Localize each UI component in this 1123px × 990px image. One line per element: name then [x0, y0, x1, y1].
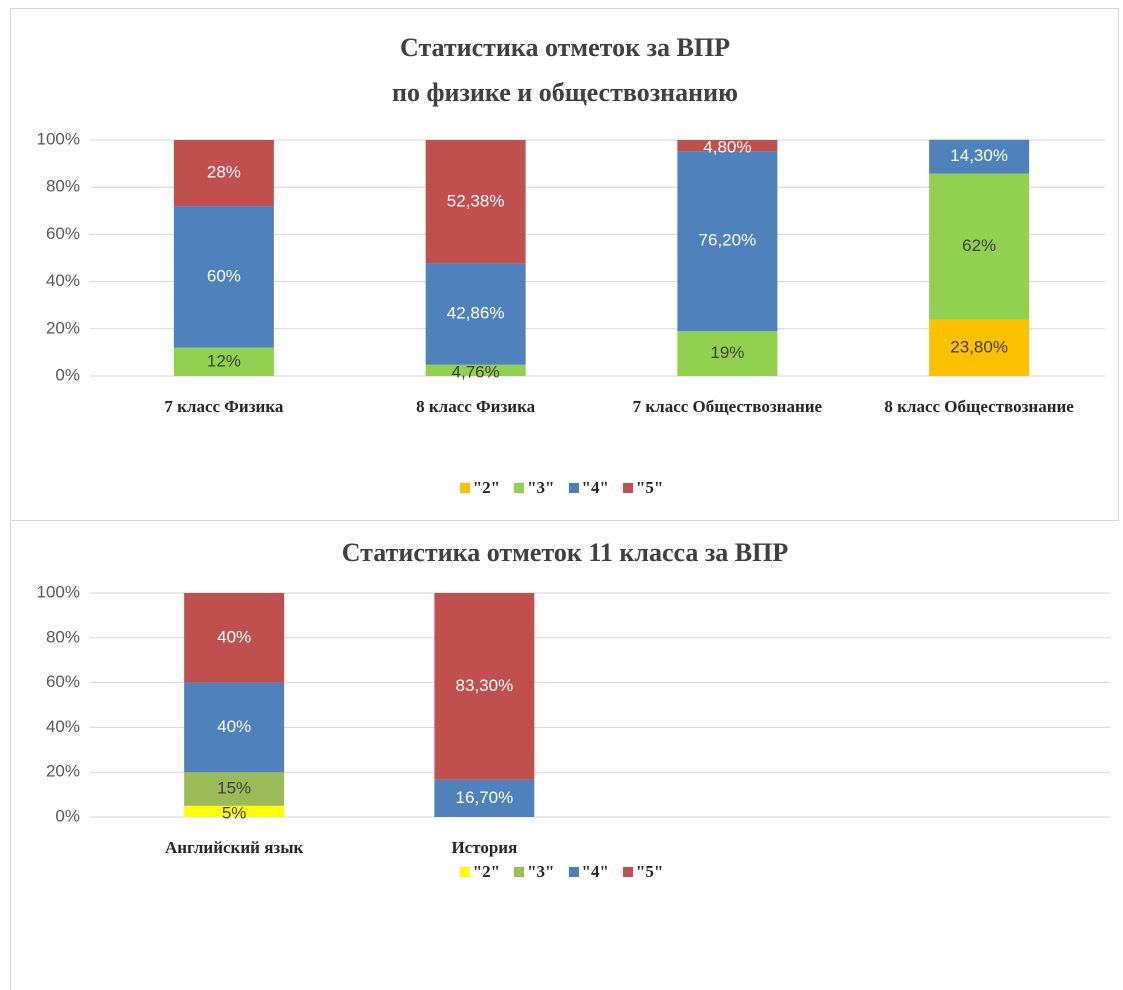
data-label: 40% — [217, 627, 251, 646]
y-tick-label: 80% — [46, 177, 80, 196]
data-label: 23,80% — [950, 337, 1008, 356]
x-tick-label: История — [451, 838, 518, 857]
legend-label: "5" — [635, 862, 664, 881]
legend-swatch — [622, 867, 633, 877]
bar-segment — [184, 593, 285, 683]
y-tick-label: 0% — [55, 365, 80, 384]
legend-item: "2" — [459, 862, 501, 882]
bar-segment — [173, 347, 274, 376]
chart-title: по физике и обществознанию — [392, 78, 738, 107]
legend-swatch — [459, 867, 470, 877]
bar-segment — [929, 173, 1030, 320]
bar-segment — [184, 805, 285, 817]
data-label: 16,70% — [456, 788, 514, 807]
data-label: 4,80% — [703, 137, 751, 156]
bar-segment — [425, 140, 526, 264]
bar-segment — [677, 140, 778, 152]
data-label: 42,86% — [447, 304, 505, 323]
bar-segment — [184, 682, 285, 773]
x-tick-label: Английский язык — [164, 838, 304, 857]
y-tick-label: 40% — [46, 717, 80, 736]
data-label: 5% — [222, 803, 247, 822]
bar-segment — [929, 319, 1030, 376]
chart-title: Статистика отметок за ВПР — [400, 33, 730, 62]
chart-title: Статистика отметок 11 класса за ВПР — [342, 538, 789, 567]
bar-segment — [425, 263, 526, 365]
bar-segment — [434, 779, 535, 817]
data-label: 14,30% — [950, 146, 1008, 165]
x-tick-label: 8 класс Обществознание — [884, 397, 1074, 416]
bar-segment — [929, 139, 1030, 174]
legend-item: "4" — [568, 862, 609, 882]
data-label: 12% — [207, 351, 241, 370]
x-tick-label: 7 класс Физика — [164, 397, 284, 416]
legend-label: "5" — [635, 478, 664, 497]
y-tick-label: 20% — [46, 318, 80, 337]
x-tick-label: 7 класс Обществознание — [632, 397, 823, 416]
data-label: 40% — [217, 717, 251, 736]
y-tick-label: 0% — [55, 806, 80, 825]
legend-item: "2" — [459, 478, 501, 498]
x-tick-label: 8 класс Физика — [416, 397, 536, 416]
legend-item: "3" — [514, 478, 555, 498]
legend-item: "4" — [568, 478, 609, 498]
legend: "2" "3" "4" "5" — [0, 862, 1123, 882]
legend-label: "2" — [472, 478, 501, 497]
data-label: 76,20% — [699, 231, 757, 250]
data-label: 4,76% — [452, 362, 500, 381]
legend-label: "4" — [581, 478, 609, 497]
legend: "2" "3" "4" "5" — [0, 478, 1123, 498]
legend-swatch — [622, 483, 633, 493]
data-label: 15% — [217, 778, 251, 797]
legend-item: "5" — [622, 478, 664, 498]
data-label: 60% — [207, 266, 241, 285]
legend-item: "3" — [514, 862, 555, 882]
bar-segment — [677, 331, 778, 376]
bar-segment — [434, 593, 535, 780]
y-tick-label: 80% — [46, 627, 80, 646]
data-label: 28% — [207, 163, 241, 182]
data-label: 83,30% — [456, 676, 514, 695]
bar-segment — [184, 772, 285, 806]
bar-segment — [173, 206, 274, 348]
y-tick-label: 100% — [37, 129, 80, 148]
y-tick-label: 20% — [46, 762, 80, 781]
y-tick-label: 60% — [46, 672, 80, 691]
legend-label: "4" — [581, 862, 609, 881]
y-tick-label: 40% — [46, 271, 80, 290]
data-label: 19% — [710, 343, 744, 362]
legend-label: "3" — [527, 478, 555, 497]
legend-label: "3" — [527, 862, 555, 881]
legend-swatch — [568, 867, 579, 877]
legend-swatch — [459, 483, 470, 493]
data-label: 62% — [962, 236, 996, 255]
legend-swatch — [514, 867, 525, 877]
y-tick-label: 60% — [46, 224, 80, 243]
data-label: 52,38% — [447, 191, 505, 210]
bar-segment — [173, 140, 274, 207]
legend-swatch — [568, 483, 579, 493]
y-tick-label: 100% — [37, 582, 80, 601]
legend-swatch — [514, 483, 525, 493]
bar-segment — [677, 151, 778, 332]
bar-segment — [425, 364, 526, 376]
legend-item: "5" — [622, 862, 664, 882]
chart-border — [10, 8, 1119, 521]
legend-label: "2" — [472, 862, 501, 881]
